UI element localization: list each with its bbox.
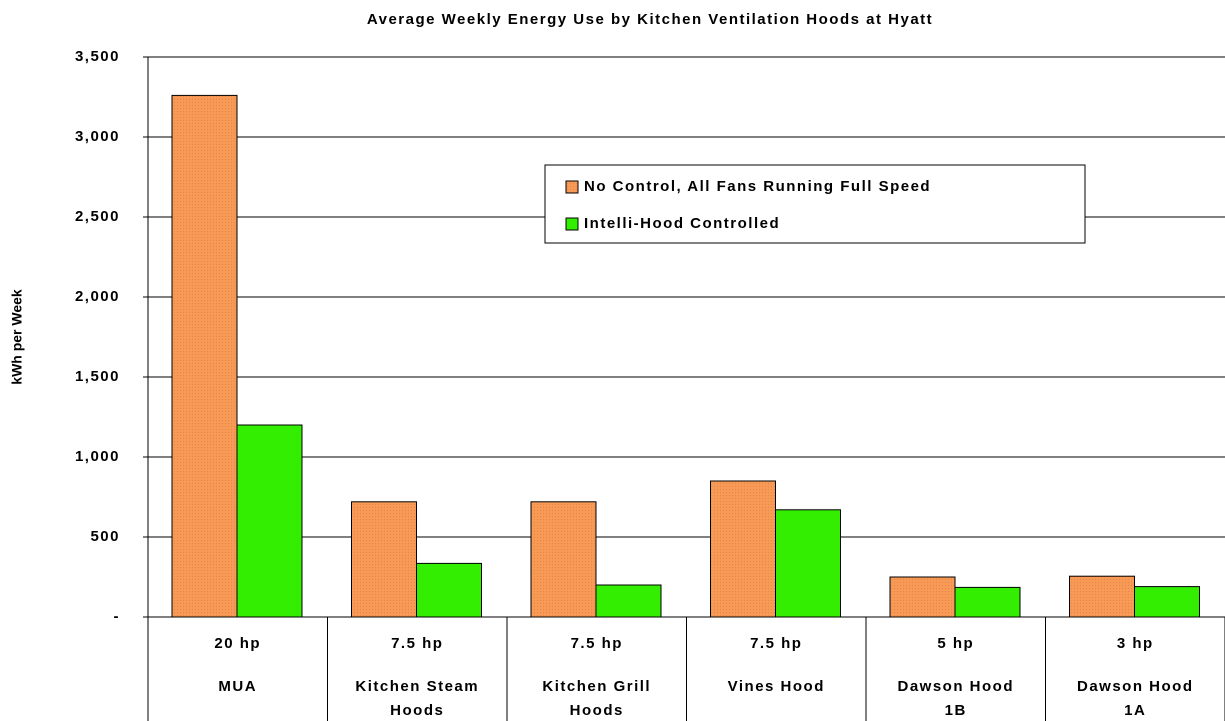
bar (236, 424, 303, 618)
x-tick-label: Kitchen Grill (542, 678, 651, 695)
y-axis-label: kWh per Week (9, 289, 25, 385)
x-tick-label: 1A (1124, 702, 1146, 719)
legend-label: No Control, All Fans Running Full Speed (584, 178, 931, 195)
x-tick-label: MUA (218, 678, 257, 695)
bar (530, 501, 597, 618)
bar (889, 576, 956, 618)
bar (416, 562, 482, 618)
bar (710, 480, 776, 618)
x-tick-label: Vines Hood (728, 678, 825, 695)
bar (1069, 575, 1135, 618)
legend-box (544, 164, 1086, 244)
y-tick-label: - (114, 608, 121, 625)
y-tick-label: 500 (90, 528, 120, 545)
x-tick-label: 7.5 hp (391, 635, 443, 652)
x-tick-label: 1B (945, 702, 967, 719)
x-tick-label: Dawson Hood (898, 678, 1015, 695)
y-tick-label: 3,500 (75, 48, 120, 65)
x-tick-label: Dawson Hood (1077, 678, 1194, 695)
x-tick-label: Hoods (570, 702, 624, 719)
x-tick-label: Kitchen Steam (355, 678, 479, 695)
y-tick-label: 3,000 (75, 128, 120, 145)
bar (351, 501, 417, 618)
bar (595, 584, 662, 618)
legend-swatch (565, 217, 579, 231)
x-tick-label: 20 hp (214, 635, 261, 652)
x-tick-label: 7.5 hp (571, 635, 623, 652)
chart-title: Average Weekly Energy Use by Kitchen Ven… (367, 11, 933, 28)
x-tick-label: 3 hp (1117, 635, 1154, 652)
bar (1134, 586, 1200, 618)
bar (775, 509, 841, 618)
x-tick-label: Hoods (390, 702, 444, 719)
legend-swatch (565, 180, 579, 194)
legend-label: Intelli-Hood Controlled (584, 215, 780, 232)
bar (171, 94, 238, 618)
y-tick-label: 2,000 (75, 288, 120, 305)
bar (954, 586, 1021, 618)
y-tick-label: 1,500 (75, 368, 120, 385)
x-tick-label: 7.5 hp (750, 635, 802, 652)
y-tick-label: 2,500 (75, 208, 120, 225)
y-tick-label: 1,000 (75, 448, 120, 465)
x-tick-label: 5 hp (937, 635, 974, 652)
